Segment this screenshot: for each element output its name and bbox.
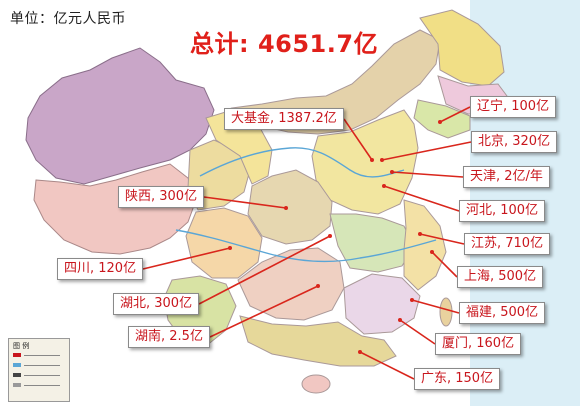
yellow-river <box>199 147 405 178</box>
label-tianjin: 天津, 2亿/年 <box>463 166 550 188</box>
legend-swatch <box>13 373 21 377</box>
label-shaanxi: 陕西, 300亿 <box>118 186 205 208</box>
legend-swatch <box>13 363 21 367</box>
label-fujian: 福建, 500亿 <box>459 302 546 324</box>
region-central <box>247 169 333 245</box>
label-xiamen: 厦门, 160亿 <box>435 333 522 355</box>
total-label: 总计: 4651.7亿 <box>190 30 379 58</box>
label-guangdong: 广东, 150亿 <box>414 368 501 390</box>
map-legend: 图 例 <box>8 338 70 402</box>
label-sichuan: 四川, 120亿 <box>57 258 144 280</box>
label-liaoning: 辽宁, 100亿 <box>470 96 557 118</box>
label-hubei: 湖北, 300亿 <box>113 293 200 315</box>
region-heilongjiang <box>419 9 505 87</box>
region-hainan <box>301 374 331 394</box>
region-taiwan <box>439 297 453 327</box>
label-hebei: 河北, 100亿 <box>459 200 546 222</box>
label-jiangsu: 江苏, 710亿 <box>464 233 551 255</box>
label-hunan: 湖南, 2.5亿 <box>128 326 210 348</box>
legend-line <box>24 375 60 376</box>
label-shanghai: 上海, 500亿 <box>457 266 544 288</box>
legend-swatch <box>13 383 21 387</box>
legend-line <box>24 355 60 356</box>
label-beijing: 北京, 320亿 <box>471 131 558 153</box>
legend-line <box>24 385 60 386</box>
legend-swatch <box>13 353 21 357</box>
legend-title: 图 例 <box>13 342 30 350</box>
label-dajijin: 大基金, 1387.2亿 <box>224 108 344 130</box>
legend-line <box>24 365 60 366</box>
unit-label: 单位：亿元人民币 <box>10 11 126 27</box>
